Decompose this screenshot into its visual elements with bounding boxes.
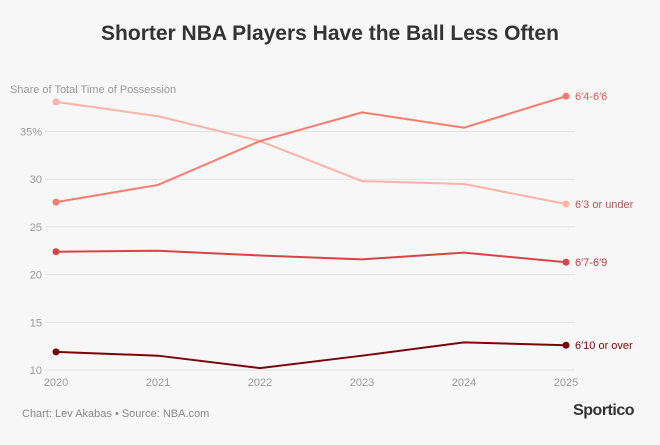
series-end-point: [562, 341, 570, 349]
y-tick-label: 10: [30, 365, 42, 377]
series-label: 6′3 or under: [575, 199, 634, 211]
y-tick-label: 25: [30, 222, 42, 234]
x-tick-label: 2023: [350, 377, 374, 389]
source-credit: Chart: Lev Akabas • Source: NBA.com: [22, 408, 210, 420]
series-line: [55, 249, 567, 264]
series-line: [55, 100, 567, 205]
x-tick-label: 2021: [146, 377, 170, 389]
y-tick-label: 30: [30, 174, 42, 186]
y-axis-label: Share of Total Time of Possession: [10, 84, 176, 96]
series-end-point: [52, 198, 60, 206]
chart-title: Shorter NBA Players Have the Ball Less O…: [101, 22, 559, 45]
series-line: [55, 95, 567, 204]
sportico-logo: Sportico: [573, 402, 634, 419]
x-tick-label: 2022: [248, 377, 272, 389]
series-end-point: [562, 92, 570, 100]
series-end-point: [562, 200, 570, 208]
series-label: 6′10 or over: [575, 340, 633, 352]
series-end-point: [52, 348, 60, 356]
y-tick-label: 35%: [20, 127, 42, 139]
series-line: [55, 341, 567, 370]
series-end-point: [562, 258, 570, 266]
series-label: 6′7-6′9: [575, 257, 607, 269]
series-label: 6′4-6′6: [575, 91, 607, 103]
series-end-point: [52, 98, 60, 106]
series-end-point: [52, 248, 60, 256]
x-tick-label: 2020: [44, 377, 68, 389]
y-tick-label: 15: [30, 317, 42, 329]
y-tick-label: 20: [30, 270, 42, 282]
x-tick-label: 2024: [452, 377, 476, 389]
x-tick-label: 2025: [554, 377, 578, 389]
